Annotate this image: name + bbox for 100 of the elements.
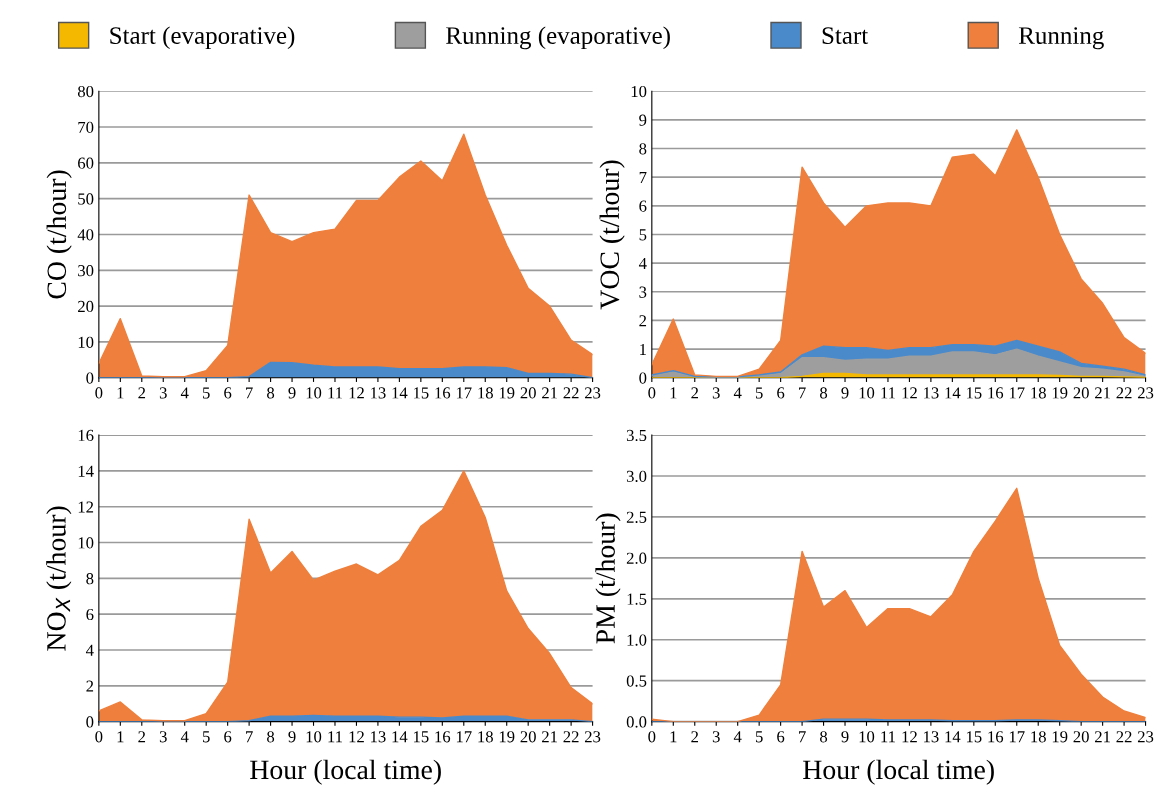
x-tick-label: 5 [202, 731, 210, 743]
x-tick-label: 19 [499, 387, 515, 399]
x-tick-label: 3 [159, 387, 167, 399]
y-tick-label: 70 [78, 121, 94, 133]
y-tick-label: 2 [86, 680, 94, 692]
x-tick-label: 3 [159, 731, 167, 743]
x-tick-label: 20 [520, 387, 536, 399]
x-tick-label: 18 [1031, 731, 1046, 743]
x-tick-label: 19 [1052, 387, 1068, 399]
y-tick-label: 50 [78, 193, 94, 205]
x-tick-label: 4 [180, 387, 189, 399]
y-tick-label: 1.0 [627, 634, 647, 646]
y-tick-label: 0 [86, 372, 94, 384]
y-tick-label: 14 [78, 465, 94, 477]
x-tick-label: 9 [841, 387, 849, 399]
x-tick-label: 6 [777, 731, 785, 743]
x-tick-label: 14 [945, 387, 961, 399]
x-tick-label: 11 [328, 387, 343, 399]
x-tick-label: 8 [820, 387, 828, 399]
x-tick-label: 13 [924, 731, 939, 743]
x-tick-label: 3 [712, 387, 720, 399]
x-tick-label: 1 [670, 731, 677, 743]
x-tick-label: 21 [542, 731, 557, 743]
x-tick-label: 10 [306, 731, 322, 743]
x-tick-label: 14 [945, 731, 961, 743]
x-tick-label: 4 [733, 387, 742, 399]
legend-label: Running [1018, 27, 1104, 50]
y-axis-title: PM (t/hour) [595, 513, 621, 644]
x-tick-label: 17 [1009, 387, 1025, 399]
x-tick-label: 13 [371, 731, 386, 743]
y-tick-label: 2 [639, 315, 647, 327]
x-tick-label: 16 [435, 731, 451, 743]
y-tick-label: 8 [86, 573, 94, 585]
x-tick-label: 2 [138, 731, 146, 743]
x-tick-label: 19 [1052, 731, 1068, 743]
legend-label: Running (evaporative) [446, 26, 670, 50]
x-tick-label: 7 [799, 731, 806, 743]
y-tick-label: 20 [78, 300, 94, 313]
y-tick-label: 2.0 [626, 552, 647, 564]
x-tick-label: 8 [820, 731, 828, 743]
x-tick-label: 9 [288, 731, 296, 743]
y-tick-label: 9 [639, 114, 647, 126]
y-tick-label: 10 [631, 85, 647, 98]
x-tick-label: 22 [1116, 731, 1132, 743]
x-tick-label: 5 [755, 387, 763, 399]
x-tick-label: 11 [881, 731, 895, 743]
y-tick-label: 3 [639, 286, 647, 298]
y-axis-title: VOC (t/hour) [599, 160, 625, 310]
x-tick-label: 19 [499, 731, 515, 743]
x-tick-label: 16 [988, 387, 1004, 399]
x-tick-label: 5 [202, 387, 210, 399]
x-tick-label: 15 [413, 387, 429, 399]
x-tick-label: 14 [392, 731, 408, 743]
y-tick-label: 16 [78, 429, 94, 442]
x-tick-label: 10 [859, 387, 875, 399]
x-tick-label: 11 [328, 731, 343, 743]
x-tick-label: 16 [435, 387, 451, 399]
y-tick-label: 80 [77, 85, 94, 98]
y-tick-label: 6 [86, 608, 94, 621]
x-tick-label: 21 [542, 387, 557, 399]
x-tick-label: 12 [902, 731, 917, 743]
x-tick-label: 17 [456, 387, 472, 399]
legend-label: Start [822, 27, 869, 44]
x-axis-title: Hour (local time) [803, 759, 994, 785]
x-tick-label: 23 [584, 731, 601, 743]
x-tick-label: 23 [1137, 731, 1154, 743]
x-tick-label: 5 [755, 731, 763, 743]
x-tick-label: 12 [902, 387, 917, 399]
x-tick-label: 2 [691, 731, 699, 743]
x-tick-label: 23 [1137, 387, 1154, 399]
x-tick-label: 4 [180, 731, 189, 743]
x-tick-label: 22 [563, 387, 579, 399]
y-tick-label: 8 [639, 143, 647, 155]
y-tick-label: 0.0 [626, 716, 647, 728]
y-tick-label: 4 [85, 644, 94, 656]
y-tick-label: 3.0 [626, 470, 647, 483]
y-tick-label: 4 [638, 257, 647, 269]
x-tick-label: 20 [520, 731, 536, 743]
y-tick-label: 10 [78, 336, 94, 348]
x-tick-label: 12 [349, 387, 364, 399]
x-tick-label: 6 [224, 731, 232, 743]
x-tick-label: 7 [799, 387, 806, 399]
legend-label: Start (evaporative) [110, 26, 295, 50]
y-tick-label: 6 [639, 200, 647, 212]
x-tick-label: 8 [267, 387, 275, 399]
y-tick-label: 7 [639, 172, 647, 183]
y-tick-label: 1 [640, 343, 646, 355]
x-tick-label: 16 [988, 731, 1004, 743]
x-tick-label: 13 [924, 387, 939, 399]
x-tick-label: 22 [1116, 387, 1132, 399]
y-axis-title: NO$_{X}$ (t/hour) [46, 506, 72, 651]
x-tick-label: 0 [648, 387, 656, 399]
x-axis-title: Hour (local time) [250, 759, 441, 785]
x-tick-label: 9 [841, 731, 849, 743]
y-tick-label: 12 [78, 501, 94, 513]
x-tick-label: 15 [966, 387, 982, 399]
x-tick-label: 2 [691, 387, 699, 399]
y-tick-label: 2.5 [626, 511, 647, 523]
x-tick-label: 10 [306, 387, 322, 399]
y-tick-label: 0 [639, 372, 647, 384]
